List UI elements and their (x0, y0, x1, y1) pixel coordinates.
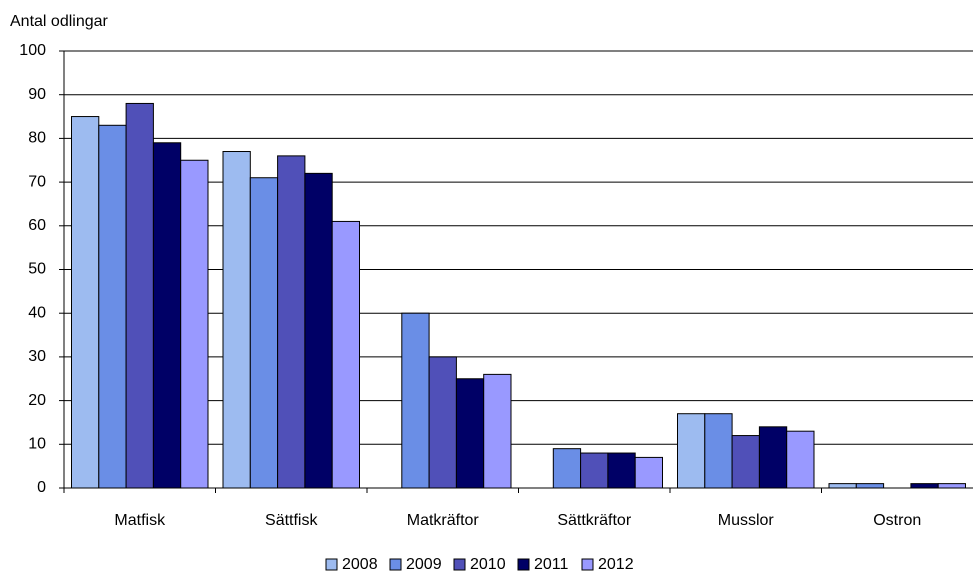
legend-swatch (389, 558, 402, 571)
bar (483, 373, 512, 489)
bar (249, 177, 279, 489)
bar (152, 142, 182, 489)
y-tick-label: 10 (28, 436, 46, 453)
bar (71, 116, 100, 489)
y-tick-label: 80 (28, 130, 46, 147)
legend-swatch (517, 558, 530, 571)
bar (125, 102, 154, 489)
y-tick-label: 60 (28, 217, 46, 234)
bar (758, 426, 788, 489)
legend-swatch (325, 558, 338, 571)
y-tick-label: 50 (28, 261, 46, 278)
bar (222, 151, 251, 489)
bar (304, 172, 333, 489)
y-tick-label: 30 (28, 348, 46, 365)
x-tick-label: Sättfisk (265, 512, 318, 529)
x-tick-label: Matkräftor (407, 512, 480, 529)
bar (828, 483, 857, 489)
y-tick-label: 20 (28, 392, 46, 409)
legend-label: 2009 (406, 556, 442, 573)
bar (277, 155, 306, 489)
x-tick-label: Musslor (718, 512, 775, 529)
bar (634, 456, 664, 489)
legend-label: 2011 (534, 556, 569, 573)
y-tick-label: 90 (28, 86, 46, 103)
x-tick-label: Sättkräftor (557, 512, 631, 529)
x-tick-label: Matfisk (114, 512, 166, 529)
bar (580, 452, 609, 489)
bar (677, 413, 706, 489)
legend-label: 2010 (470, 556, 506, 573)
bar (937, 483, 967, 489)
legend-label: 2012 (598, 556, 634, 573)
legend-label: 2008 (342, 556, 378, 573)
bar (704, 413, 733, 489)
legend-swatch (581, 558, 594, 571)
bar (731, 435, 760, 489)
y-tick-label: 100 (19, 42, 46, 59)
y-tick-label: 40 (28, 304, 46, 321)
bar (607, 452, 636, 489)
bar (855, 483, 885, 489)
bar (180, 159, 209, 489)
bar (331, 220, 361, 489)
bar (428, 356, 457, 489)
y-tick-label: 70 (28, 173, 46, 190)
bar (455, 378, 485, 489)
legend-swatch (453, 558, 466, 571)
bar (401, 312, 430, 489)
bar (910, 483, 939, 489)
x-tick-label: Ostron (873, 512, 921, 529)
y-axis-label: Antal odlingar (10, 13, 109, 30)
bar (98, 124, 127, 489)
y-tick-label: 0 (37, 479, 46, 496)
bar (786, 430, 815, 489)
bar (552, 448, 582, 489)
